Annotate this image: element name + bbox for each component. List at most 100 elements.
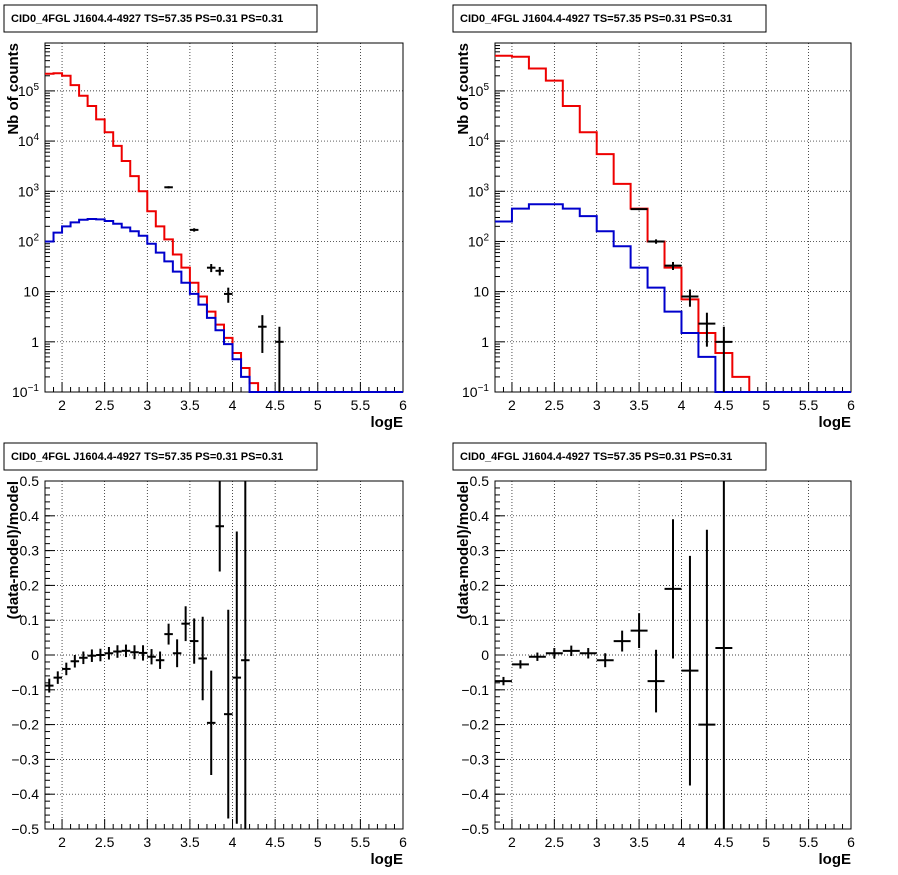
y-tick-label: −0.1 (11, 682, 39, 698)
x-tick-label: 5.5 (351, 834, 371, 850)
data-point (224, 287, 233, 303)
y-tick-label: 0.3 (470, 543, 490, 559)
chart-title: CID0_4FGL J1604.4-4927 TS=57.35 PS=0.31 … (460, 451, 732, 463)
x-tick-label: 5 (314, 834, 322, 850)
x-tick-label: 6 (847, 834, 855, 850)
data-point (647, 239, 665, 244)
data-point (275, 326, 284, 392)
data-point (630, 613, 648, 649)
data-point (45, 678, 54, 693)
title-box (3, 442, 318, 471)
data-point (562, 645, 580, 657)
chart-panel-4: CID0_4FGL J1604.4-4927 TS=57.35 PS=0.31 … (452, 442, 855, 868)
y-axis-label: Nb of counts (455, 43, 472, 135)
data-point (189, 228, 199, 232)
data-point (147, 649, 156, 665)
y-tick-label: 10 (473, 284, 489, 300)
series-2-step-line (45, 218, 403, 393)
y-tick-label: −0.5 (11, 821, 39, 837)
y-tick-label: 105 (468, 82, 490, 99)
x-tick-label: 4.5 (714, 397, 734, 413)
x-tick-label: 2 (508, 834, 516, 850)
data-point (664, 261, 682, 270)
x-tick-label: 3 (593, 397, 601, 413)
data-point (613, 630, 631, 652)
chart-panel-3: CID0_4FGL J1604.4-4927 TS=57.35 PS=0.31 … (3, 442, 407, 868)
y-axis-label: (data-model)/model (5, 481, 22, 619)
x-tick-label: 4 (678, 834, 686, 850)
x-tick-label: 5 (314, 397, 322, 413)
y-tick-label: 0.4 (470, 508, 490, 524)
data-point (181, 606, 190, 642)
x-axis-label: logE (371, 414, 404, 431)
data-point (715, 481, 733, 829)
x-tick-label: 2.5 (545, 834, 565, 850)
data-point (62, 662, 71, 676)
x-tick-label: 4 (229, 834, 237, 850)
data-point (198, 616, 207, 701)
y-tick-label: 0.1 (20, 612, 40, 628)
chart-title: CID0_4FGL J1604.4-4927 TS=57.35 PS=0.31 … (460, 13, 732, 25)
data-point (121, 644, 131, 658)
y-tick-label: 0.5 (470, 473, 490, 489)
x-tick-label: 3 (143, 834, 151, 850)
y-tick-label: −0.4 (461, 786, 489, 802)
x-tick-label: 4.5 (714, 834, 734, 850)
data-point (630, 208, 648, 211)
y-tick-label: 103 (18, 182, 40, 199)
y-tick-label: 0.1 (470, 612, 490, 628)
x-tick-label: 3 (143, 397, 151, 413)
x-tick-label: 2.5 (95, 834, 115, 850)
y-tick-label: 0 (481, 647, 489, 663)
y-tick-label: −0.2 (461, 717, 489, 733)
data-point (545, 648, 563, 659)
x-tick-label: 5.5 (799, 834, 819, 850)
data-point (206, 670, 216, 776)
title-box (452, 4, 767, 33)
y-tick-label: 0.2 (470, 577, 490, 593)
data-point (79, 651, 88, 665)
y-tick-label: 0.2 (20, 577, 40, 593)
x-tick-label: 2.5 (95, 397, 115, 413)
series-2-step-line (495, 203, 851, 393)
y-tick-label: −0.4 (11, 786, 39, 802)
plot-frame (494, 42, 852, 393)
data-point (215, 266, 224, 276)
data-point (528, 652, 546, 661)
data-point (495, 676, 512, 686)
data-point (70, 655, 80, 668)
y-tick-label: 0.5 (20, 473, 40, 489)
y-tick-label: 1 (481, 334, 489, 350)
data-point (104, 646, 114, 660)
data-point (698, 529, 716, 829)
title-box (3, 4, 318, 33)
data-point (189, 618, 199, 664)
data-point (87, 649, 97, 662)
y-tick-label: 102 (18, 232, 40, 249)
data-point (138, 645, 148, 661)
data-point (241, 481, 250, 829)
x-tick-label: 3.5 (180, 397, 200, 413)
data-point (681, 555, 699, 786)
y-tick-label: 10 (23, 284, 39, 300)
y-tick-label: 10−1 (12, 383, 39, 400)
y-tick-label: 1 (31, 334, 39, 350)
y-tick-label: 104 (18, 132, 40, 149)
chart-title: CID0_4FGL J1604.4-4927 TS=57.35 PS=0.31 … (11, 451, 283, 463)
data-point (155, 651, 165, 669)
y-tick-label: −0.2 (11, 717, 39, 733)
data-point (647, 649, 665, 713)
data-point (511, 660, 529, 669)
x-axis-label: logE (371, 851, 404, 868)
y-tick-label: 0.4 (20, 508, 40, 524)
data-point (579, 648, 597, 659)
chart-panel-1: CID0_4FGL J1604.4-4927 TS=57.35 PS=0.31 … (3, 4, 407, 431)
y-tick-label: 0.3 (20, 543, 40, 559)
y-tick-label: 0 (31, 647, 39, 663)
data-point (206, 264, 216, 273)
x-axis-label: logE (819, 851, 852, 868)
data-point (698, 312, 716, 347)
x-tick-label: 2.5 (545, 397, 565, 413)
x-tick-label: 3.5 (629, 397, 649, 413)
